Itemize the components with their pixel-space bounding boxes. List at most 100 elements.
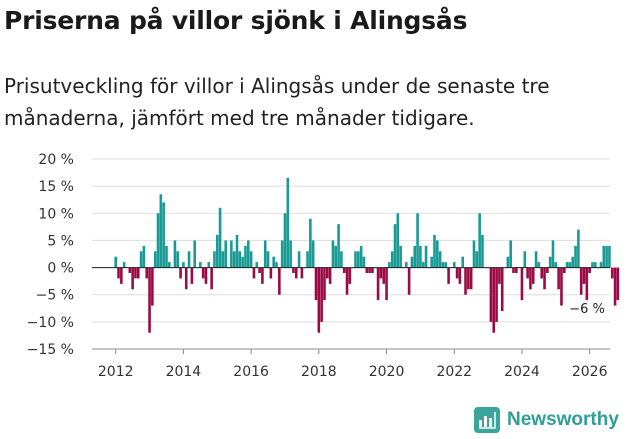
x-tick-label: 2026 <box>572 364 608 380</box>
bar <box>368 267 371 273</box>
bar <box>436 240 439 268</box>
bar <box>199 262 202 268</box>
bar <box>224 240 228 268</box>
bar <box>252 267 256 279</box>
x-axis: 2012 2014 2016 2018 2020 2022 2024 2026 <box>92 348 610 380</box>
x-tick-label: 2022 <box>436 364 472 380</box>
bar <box>461 256 465 268</box>
bar <box>475 251 479 268</box>
bar <box>210 267 213 290</box>
bar <box>444 262 448 268</box>
bar <box>193 240 196 268</box>
bar-chart: 20 %15 %10 %5 %0 %−5 %−10 %−15 % 2012 201… <box>27 152 620 380</box>
bar <box>599 262 603 268</box>
bar <box>500 267 504 311</box>
x-tick-label: 2020 <box>369 364 405 380</box>
bar <box>359 245 363 268</box>
bar <box>311 240 315 268</box>
bar <box>469 267 473 290</box>
bar <box>523 251 527 268</box>
bar <box>168 262 171 268</box>
bar <box>148 267 151 333</box>
bar <box>345 267 349 295</box>
bar <box>605 245 608 268</box>
bar <box>190 267 194 284</box>
bar <box>455 267 459 279</box>
bar <box>413 245 417 268</box>
bar <box>608 245 611 268</box>
bar <box>241 256 244 268</box>
bar <box>571 256 575 268</box>
bar <box>286 178 290 268</box>
y-tick-label: 20 % <box>38 152 74 168</box>
bar <box>342 267 346 273</box>
chart-title: Priserna på villor sjönk i Alingsås <box>4 6 468 35</box>
y-tick-label: 10 % <box>38 206 74 222</box>
bar <box>419 245 422 268</box>
bar <box>340 251 343 268</box>
bar <box>562 267 566 273</box>
bar <box>388 262 391 268</box>
y-tick-label: −5 % <box>36 288 74 304</box>
bar <box>404 262 408 268</box>
bar <box>574 245 577 268</box>
bar <box>526 267 529 279</box>
bar <box>162 202 165 268</box>
bar <box>529 267 532 290</box>
bar <box>430 256 433 268</box>
bar <box>232 251 236 268</box>
bar <box>153 251 157 268</box>
bar <box>588 267 591 273</box>
bar <box>306 251 309 268</box>
bar <box>379 267 383 279</box>
bar <box>362 256 366 268</box>
bar <box>515 267 518 273</box>
bar <box>509 240 512 268</box>
bar <box>376 267 380 301</box>
bar <box>215 235 219 268</box>
bar <box>176 251 180 268</box>
bar <box>136 267 140 279</box>
bar <box>393 224 397 268</box>
bar <box>289 240 292 268</box>
bar <box>142 245 146 268</box>
bar <box>498 267 501 284</box>
bar <box>207 262 211 268</box>
bar <box>218 207 222 268</box>
bar <box>396 213 400 268</box>
bar <box>235 235 239 268</box>
bar <box>314 267 318 301</box>
bar <box>156 213 160 268</box>
bar <box>244 245 247 268</box>
newsworthy-logo: Newsworthy <box>474 407 619 433</box>
x-tick-label: 2016 <box>233 364 269 380</box>
bar <box>591 262 594 268</box>
y-tick-label: −15 % <box>27 342 74 358</box>
bar <box>272 256 275 268</box>
bar <box>543 267 546 290</box>
bar <box>365 267 369 273</box>
bar <box>424 245 428 268</box>
y-tick-label: 0 % <box>47 261 74 277</box>
bar <box>447 267 450 284</box>
y-axis-labels: 20 % 15 % 10 % 5 % 0 % −5 % −10 % −15 % <box>27 152 74 358</box>
bar <box>531 267 535 284</box>
bar <box>275 262 278 268</box>
bar <box>337 224 340 268</box>
bar <box>230 240 233 268</box>
x-tick-label: 2024 <box>504 364 540 380</box>
bar <box>464 267 467 295</box>
x-tick-label: 2014 <box>166 364 202 380</box>
bar <box>441 262 445 268</box>
y-tick-label: −10 % <box>27 315 74 331</box>
bar <box>159 194 163 268</box>
bar <box>348 267 352 284</box>
bar <box>184 267 188 290</box>
bar <box>399 245 402 268</box>
bar <box>577 229 580 268</box>
bar <box>297 251 301 268</box>
bar <box>317 267 321 333</box>
bar <box>213 251 216 268</box>
bar <box>520 267 524 301</box>
bar <box>433 235 436 268</box>
